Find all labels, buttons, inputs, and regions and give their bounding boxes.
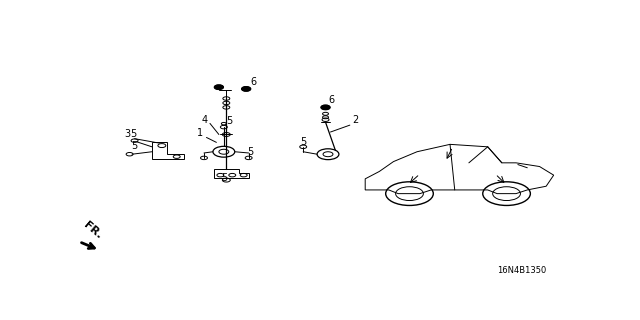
Text: 4: 4 [202, 115, 207, 124]
Text: 3: 3 [125, 129, 131, 140]
Text: 1: 1 [196, 128, 203, 138]
Text: 6: 6 [250, 77, 256, 87]
Text: 16N4B1350: 16N4B1350 [497, 266, 547, 275]
Text: FR.: FR. [81, 220, 104, 240]
Text: 6: 6 [328, 95, 334, 105]
Text: 5: 5 [131, 141, 138, 151]
Text: 5: 5 [247, 147, 253, 157]
Text: 5: 5 [227, 116, 232, 126]
Text: 5: 5 [131, 129, 137, 139]
Circle shape [242, 87, 251, 91]
Text: 2: 2 [352, 115, 358, 124]
Text: 5: 5 [221, 172, 227, 182]
Text: 5: 5 [300, 137, 307, 147]
Circle shape [214, 85, 223, 89]
Circle shape [321, 105, 330, 110]
